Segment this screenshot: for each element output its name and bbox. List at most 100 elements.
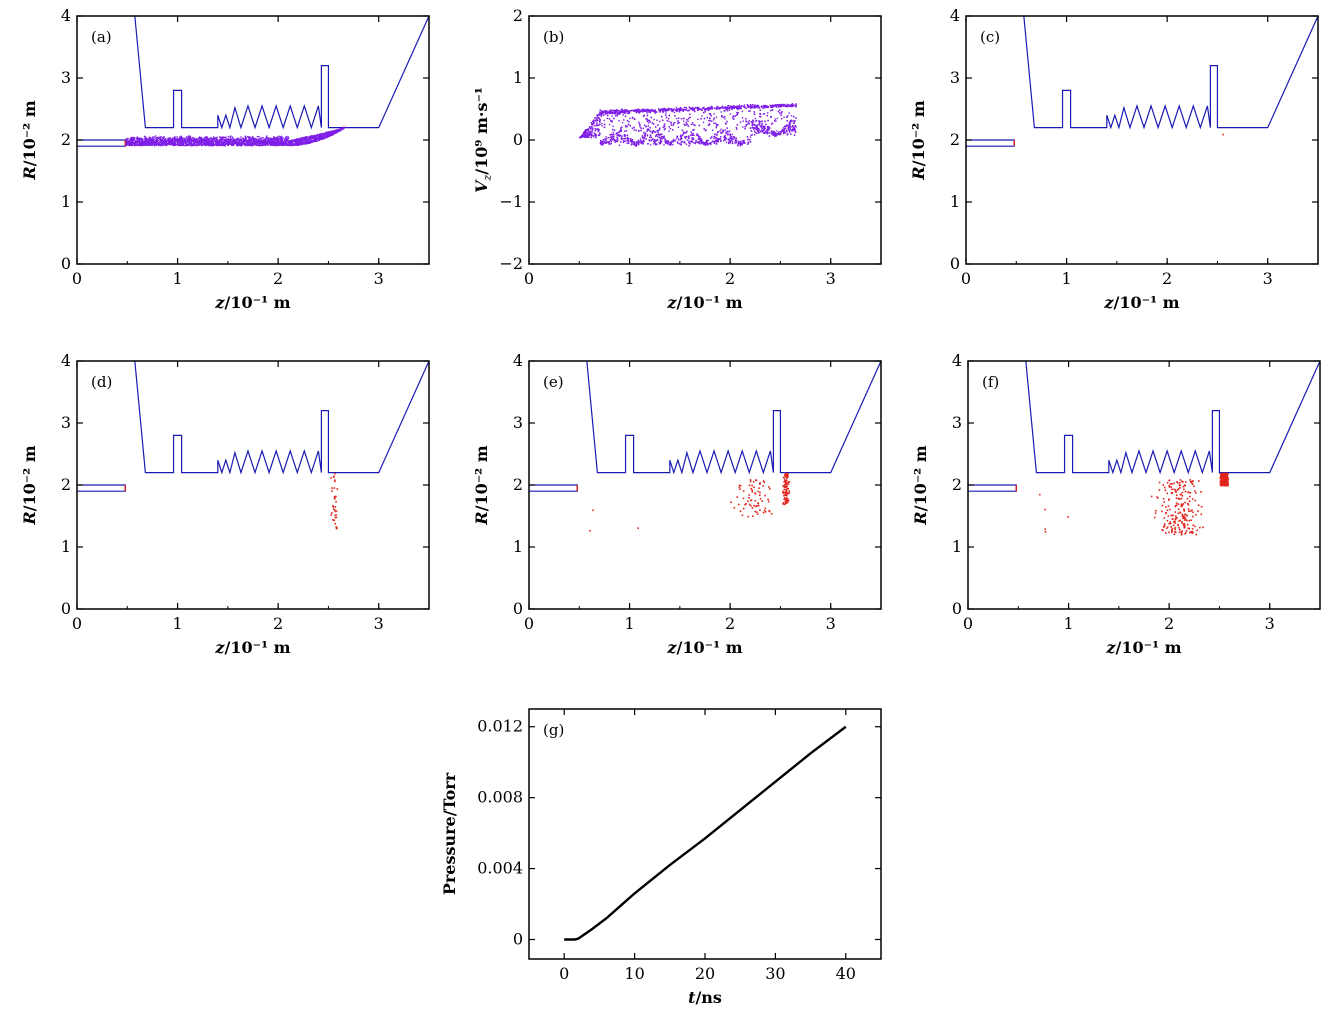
beam-particle [239, 144, 241, 147]
beam-particle [258, 139, 261, 141]
phase-point [688, 106, 691, 108]
beam-particle [210, 143, 212, 146]
beam-particle [285, 142, 287, 144]
beam-particle [195, 142, 198, 144]
beam-particle [233, 139, 236, 141]
beam-particle [225, 138, 227, 141]
phase-point [677, 120, 679, 122]
beam-particle [193, 142, 195, 144]
phase-point [615, 132, 618, 134]
phase-point [708, 108, 710, 111]
y-tick-label: 3 [61, 68, 71, 87]
phase-point [713, 140, 715, 143]
beam-particle [266, 137, 268, 139]
beam-particle [280, 143, 283, 145]
phase-point [648, 129, 651, 131]
phase-point [790, 114, 793, 117]
phase-point [707, 139, 709, 142]
phase-point [783, 116, 785, 119]
phase-point [752, 120, 755, 122]
phase-point [715, 108, 717, 110]
beam-particle [301, 143, 303, 145]
phase-point [593, 132, 596, 135]
beam-particle [156, 143, 158, 145]
beam-particle [236, 137, 238, 140]
beam-particle [133, 137, 135, 140]
phase-point [678, 117, 680, 120]
phase-point [686, 139, 689, 141]
beam-particle [273, 139, 275, 141]
phase-point [763, 126, 766, 129]
phase-point [758, 107, 761, 109]
phase-point [716, 133, 718, 135]
phase-point [737, 142, 740, 144]
phase-point [594, 128, 596, 130]
phase-point [720, 111, 722, 113]
beam-particle [192, 140, 195, 143]
phase-point [779, 132, 782, 135]
beam-particle [287, 143, 290, 146]
beam-particle [176, 144, 179, 146]
phase-point [725, 123, 727, 125]
phase-point [690, 141, 692, 143]
phase-point [700, 143, 702, 145]
beam-particle [181, 137, 183, 139]
phase-point [678, 107, 681, 110]
beam-particle [269, 144, 272, 146]
phase-point [772, 105, 774, 107]
phase-point [693, 129, 695, 131]
phase-point [783, 128, 786, 130]
phase-point [596, 124, 598, 127]
phase-point [680, 144, 682, 146]
phase-point [670, 109, 673, 111]
phase-point [755, 106, 758, 108]
beam-particle [252, 142, 255, 144]
beam-particle [335, 132, 338, 134]
beam-particle [179, 140, 181, 142]
beam-particle [221, 142, 223, 144]
phase-point [609, 109, 612, 111]
beam-particle [160, 135, 162, 138]
beam-particle [168, 143, 170, 146]
beam-particle [172, 141, 175, 143]
beam-particle [282, 137, 284, 139]
phase-point [711, 106, 713, 108]
phase-point [674, 108, 676, 111]
beam-particle [267, 137, 270, 140]
beam-particle [312, 140, 315, 143]
beam-particle [131, 138, 133, 141]
beam-particle [292, 140, 295, 142]
phase-point [672, 138, 675, 141]
beam-particle [172, 141, 174, 144]
beam-particle [196, 140, 198, 142]
beam-particle [146, 144, 148, 146]
phase-point [728, 130, 730, 133]
beam-particle [299, 140, 302, 143]
phase-point [795, 104, 797, 106]
beam-particle [154, 137, 157, 139]
phase-point [692, 137, 695, 139]
beam-particle [307, 142, 309, 145]
beam-particle [310, 138, 312, 140]
x-axis-var: z [214, 293, 225, 312]
beam-particle [269, 138, 271, 140]
beam-particle [222, 136, 224, 138]
phase-point [659, 111, 661, 113]
beam-particle [219, 142, 221, 144]
phase-point [584, 134, 586, 136]
phase-point [617, 132, 619, 134]
phase-point [772, 105, 775, 107]
beam-particle [272, 139, 274, 141]
phase-point [674, 140, 676, 142]
beam-particle [174, 144, 177, 146]
beam-particle [262, 137, 264, 139]
beam-particle [206, 137, 209, 139]
beam-particle [149, 142, 152, 145]
phase-point [770, 109, 772, 112]
beam-particle [231, 142, 234, 145]
beam-particle [264, 142, 266, 145]
beam-particle [219, 139, 222, 141]
phase-point [665, 112, 667, 114]
beam-particle [271, 138, 273, 140]
beam-particle [183, 141, 185, 144]
